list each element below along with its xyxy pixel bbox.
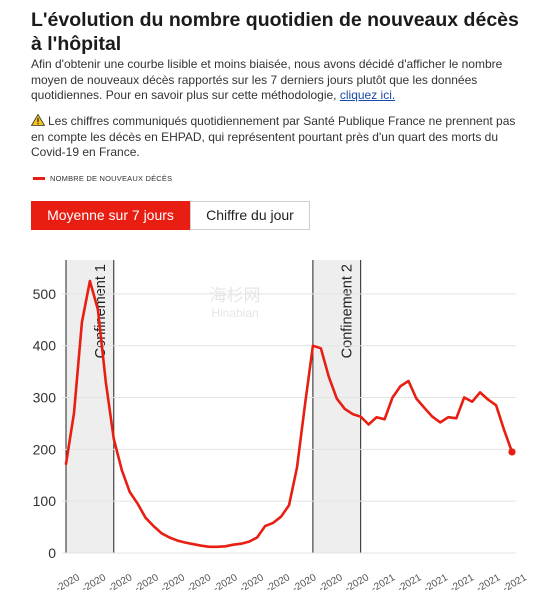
methodology-link[interactable]: cliquez ici. [339,88,396,102]
y-tick-label: 100 [33,493,57,509]
confinement-label: Confinement 1 [93,264,109,358]
intro-body: Afin d'obtenir une courbe lisible et moi… [31,57,503,102]
y-tick-label: 200 [33,441,57,457]
x-tick-label: -2021 [448,572,476,593]
page-title: L'évolution du nombre quotidien de nouve… [31,9,519,55]
confinement-label: Confinement 2 [340,264,356,358]
x-tick-label: -2020 [159,572,187,593]
x-tick-label: -2021 [475,572,503,593]
series-line [64,279,514,549]
x-tick-label: -2020 [343,572,371,593]
x-tick-label: -2021 [501,572,529,593]
x-tick-label: -2020 [291,572,319,593]
series-end-point [508,448,516,456]
x-tick-label: -2021 [370,572,398,593]
x-tick-label: -2021 [396,572,424,593]
y-tick-label: 400 [33,338,57,354]
toggle-7-day-average-button[interactable]: Moyenne sur 7 jours [31,201,190,230]
x-tick-label: -2020 [238,572,266,593]
y-tick-label: 300 [33,390,57,406]
x-tick-label: -2021 [422,572,450,593]
x-tick-label: -2020 [107,572,135,593]
watermark-line-1: 海杉网 [210,286,261,305]
x-tick-label: -2020 [264,572,292,593]
chart-legend: NOMBRE DE NOUVEAUX DÉCÈS [33,174,172,183]
legend-swatch [33,177,45,180]
x-tick-label: -2020 [54,572,82,593]
intro-text: Afin d'obtenir une courbe lisible et moi… [31,57,531,104]
x-tick-label: -2020 [212,572,240,593]
warning-note: Les chiffres communiqués quotidiennement… [31,114,531,161]
legend-label: NOMBRE DE NOUVEAUX DÉCÈS [50,174,173,183]
toggle-daily-figure-button[interactable]: Chiffre du jour [190,201,310,230]
x-tick-label: -2020 [80,572,108,593]
x-tick-label: -2020 [317,572,345,593]
warning-icon [31,114,45,126]
watermark-line-2: Hinabian [211,306,258,320]
view-toggle: Moyenne sur 7 jours Chiffre du jour [31,201,310,230]
warning-text: Les chiffres communiqués quotidiennement… [31,114,516,159]
confinement-band [312,260,361,553]
x-tick-label: -2020 [133,572,161,593]
y-tick-label: 0 [48,545,56,561]
y-tick-label: 500 [33,286,57,302]
x-tick-label: -2020 [185,572,213,593]
